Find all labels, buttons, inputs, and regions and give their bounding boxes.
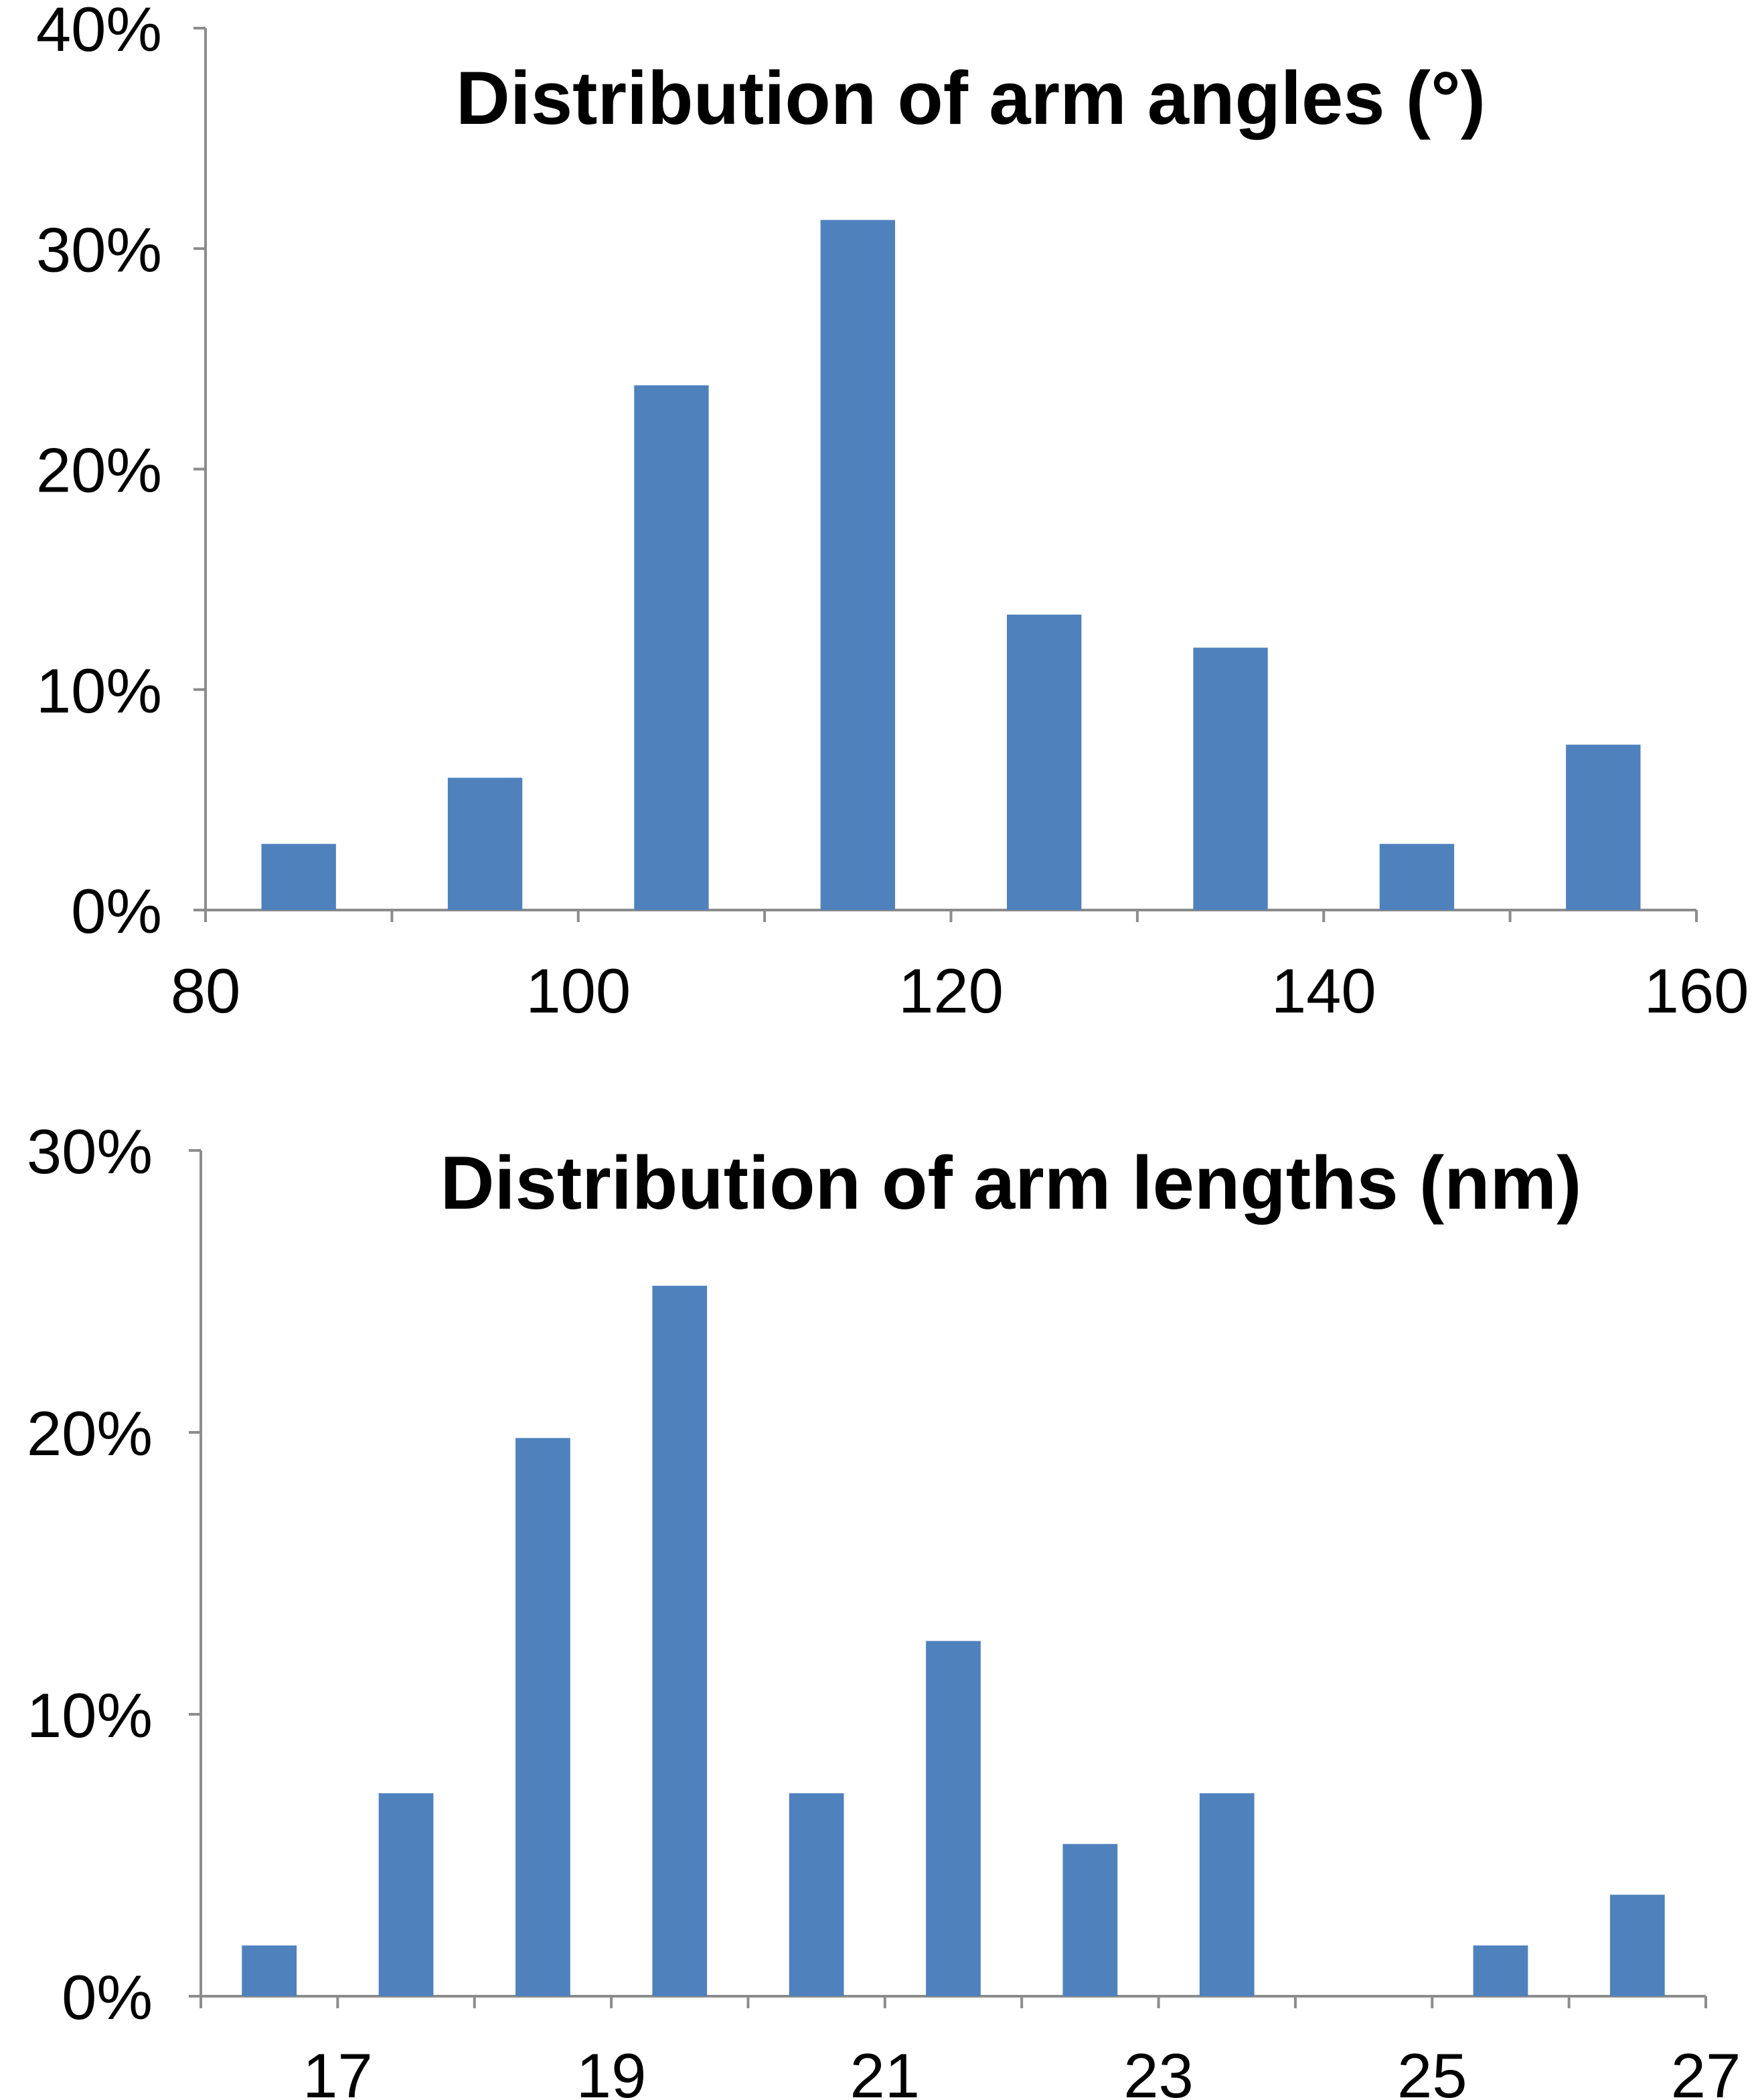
y-tick-label: 0% [62,1962,153,2032]
x-tick-label: 100 [526,956,631,1026]
x-tick-label: 25 [1397,2040,1467,2100]
histogram-bar [1609,1894,1665,1996]
histogram-bar [1062,1844,1118,1996]
histogram-bar [378,1793,434,1996]
histogram-bar [242,1945,297,1996]
histogram-bar [1473,1945,1528,1996]
arm-lengths-chart: Distribution of arm lengths (nm) 0% 10% 20… [27,1116,1741,2100]
y-tick-label: 10% [27,1680,153,1750]
histogram-bar [1379,844,1455,910]
x-tick-label: 27 [1671,2040,1741,2100]
x-tick-label: 160 [1644,956,1749,1026]
histogram-bar [926,1641,981,1996]
arm-angles-chart: Distribution of arm angles (°) 0% 10% 20% 3… [36,0,1749,1026]
y-tick-label: 40% [36,0,162,64]
histogram-bar [261,844,336,910]
x-tick-label: 140 [1271,956,1376,1026]
y-tick-label: 10% [36,656,162,726]
y-tick-label: 0% [71,876,162,946]
y-tick-label: 30% [36,214,162,285]
histogram-bar [820,220,895,910]
histogram-bar [515,1438,570,1996]
x-tick-label: 120 [898,956,1004,1026]
histogram-bar [634,385,709,910]
histogram-bar [652,1286,708,1996]
histogram-bar [1566,745,1641,910]
histogram-bar [1193,648,1268,910]
y-tick-label: 20% [27,1398,153,1469]
x-tick-label: 23 [1123,2040,1194,2100]
x-tick-label: 80 [171,956,241,1026]
x-tick-label: 17 [303,2040,373,2100]
histogram-bar [447,777,523,910]
x-tick-label: 21 [850,2040,921,2100]
y-tick-label: 30% [27,1116,153,1187]
chart-title: Distribution of arm lengths (nm) [441,1141,1582,1225]
histogram-bar [1199,1793,1255,1996]
y-tick-label: 20% [36,435,162,506]
histogram-bar [789,1793,844,1996]
chart-title: Distribution of arm angles (°) [456,56,1486,140]
x-tick-label: 19 [576,2040,647,2100]
histogram-bar [1007,614,1082,910]
